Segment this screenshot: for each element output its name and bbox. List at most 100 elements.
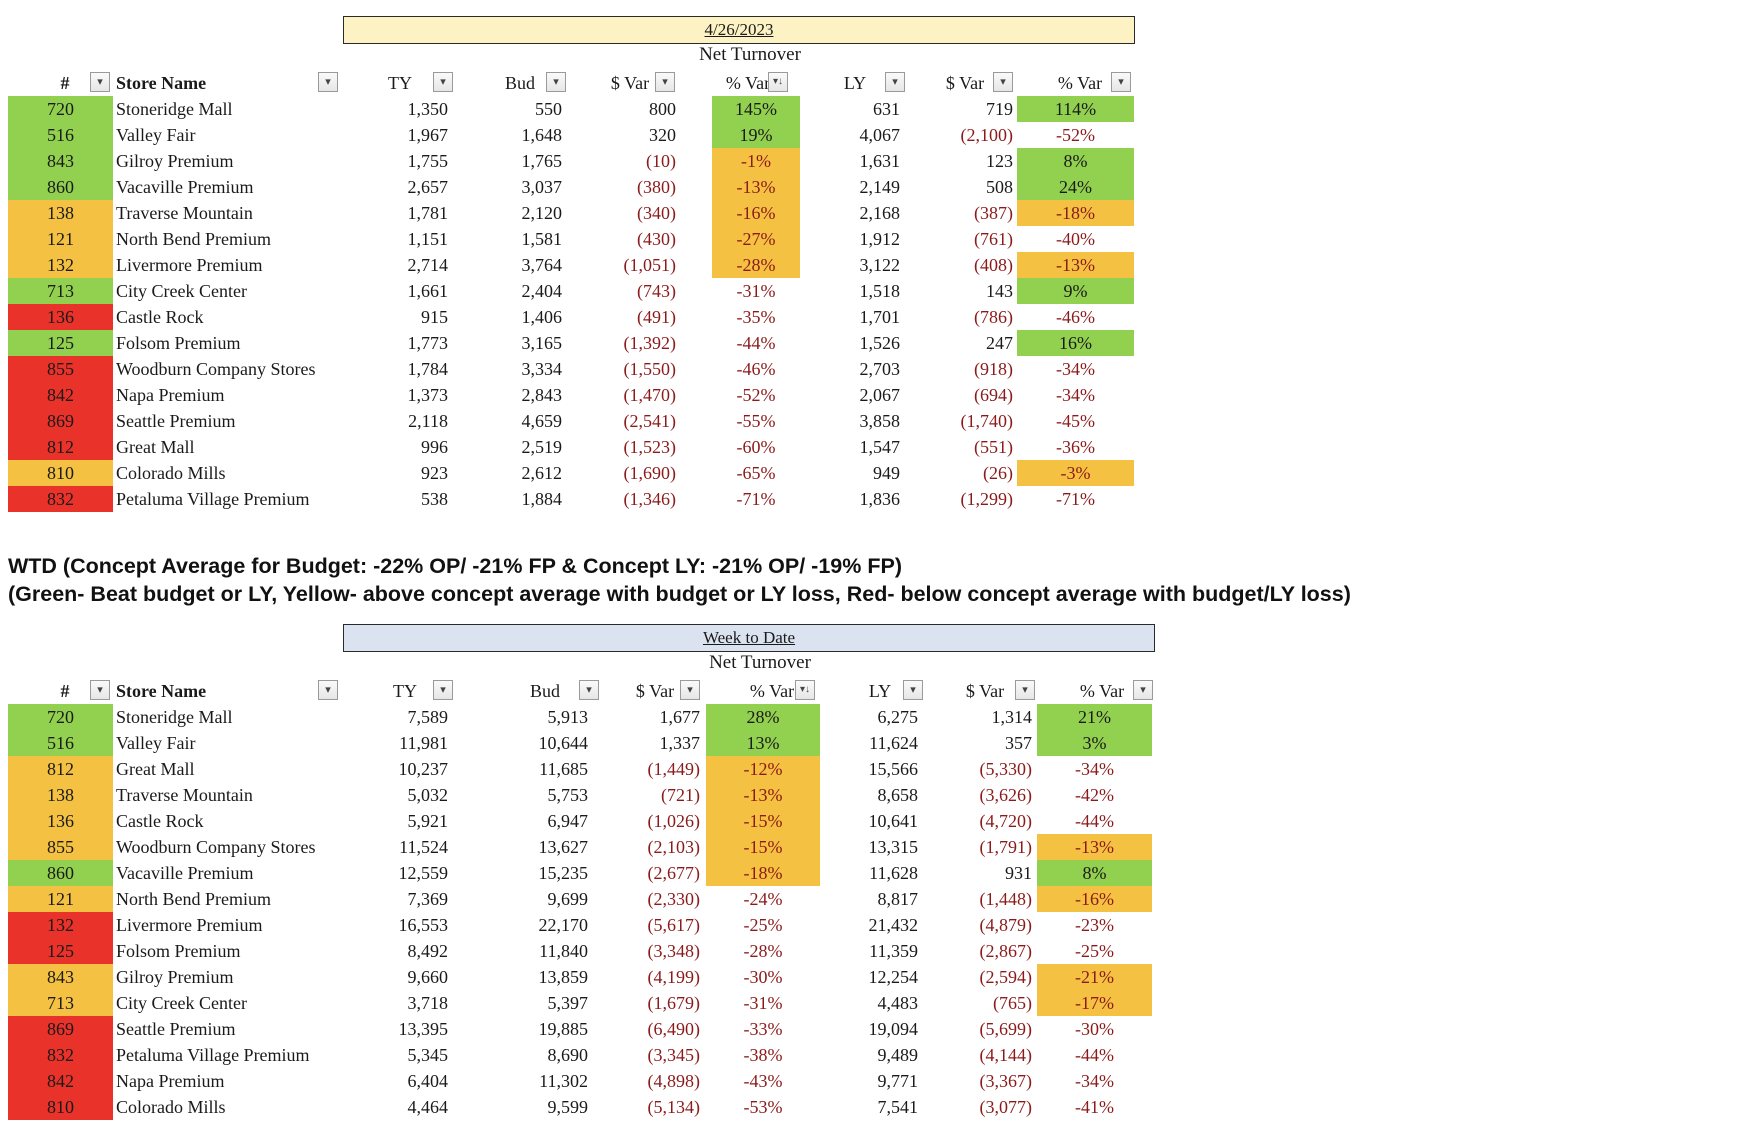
filter-dropdown-icon[interactable]: ▾: [680, 680, 700, 700]
ly-percent-var: -34%: [1056, 359, 1095, 379]
budget-dollar-var: (1,470): [623, 385, 677, 405]
budget-dollar-var: (1,346): [623, 489, 677, 509]
filter-dropdown-icon[interactable]: ▾: [433, 680, 453, 700]
budget-dollar-var: (1,051): [623, 255, 677, 275]
column-header-id: #: [60, 681, 70, 701]
ly-value: 15,566: [868, 759, 919, 779]
filter-dropdown-icon[interactable]: ▾: [546, 72, 566, 92]
budget-dollar-var: 1,337: [659, 733, 701, 753]
store-number: 138: [8, 200, 113, 226]
filter-dropdown-icon[interactable]: ▾: [318, 72, 338, 92]
ly-value: 1,547: [859, 437, 901, 457]
ly-percent-var: -13%: [1017, 252, 1134, 278]
filter-dropdown-icon[interactable]: ▾: [1133, 680, 1153, 700]
budget-percent-var: -38%: [743, 1045, 783, 1065]
ly-value: 7,541: [877, 1097, 919, 1117]
header-row: # Store Name TY Bud $ Var % Var LY $ Var % Var ▾ ▾…: [0, 70, 1160, 96]
ty-value: 5,345: [407, 1045, 449, 1065]
sort-filter-icon[interactable]: ▾↓: [795, 680, 815, 700]
budget-value: 4,659: [521, 411, 563, 431]
table-row: 832 Petaluma Village Premium 538 1,884 (1,34…: [0, 486, 1160, 512]
filter-dropdown-icon[interactable]: ▾: [885, 72, 905, 92]
ly-dollar-var: (1,740): [960, 411, 1014, 431]
filter-dropdown-icon[interactable]: ▾: [1111, 72, 1131, 92]
store-number: 843: [8, 148, 113, 174]
table-row: 832 Petaluma Village Premium 5,345 8,690 (3,…: [0, 1042, 1160, 1068]
store-number: 132: [8, 252, 113, 278]
store-number: 121: [8, 226, 113, 252]
table-row: 516 Valley Fair 1,967 1,648 320 19% 4,067 (2,10…: [0, 122, 1160, 148]
budget-percent-var: 19%: [712, 122, 800, 148]
ty-value: 2,657: [407, 177, 449, 197]
ty-value: 4,464: [407, 1097, 449, 1117]
ty-value: 7,589: [407, 707, 449, 727]
filter-dropdown-icon[interactable]: ▾: [903, 680, 923, 700]
budget-dollar-var: (5,617): [647, 915, 701, 935]
ly-value: 21,432: [868, 915, 919, 935]
budget-dollar-var: (2,677): [647, 863, 701, 883]
store-number: 138: [8, 782, 113, 808]
filter-dropdown-icon[interactable]: ▾: [579, 680, 599, 700]
store-name: Stoneridge Mall: [116, 99, 233, 119]
sort-filter-icon[interactable]: ▾↓: [768, 72, 788, 92]
filter-dropdown-icon[interactable]: ▾: [90, 680, 110, 700]
ty-value: 3,718: [407, 993, 449, 1013]
ly-percent-var: -34%: [1075, 1071, 1114, 1091]
ly-percent-var: -17%: [1037, 990, 1152, 1016]
ly-dollar-var: (918): [974, 359, 1013, 379]
budget-dollar-var: (1,690): [623, 463, 677, 483]
budget-percent-var: -71%: [736, 489, 776, 509]
budget-percent-var: -15%: [706, 834, 820, 860]
ty-value: 915: [421, 307, 448, 327]
ly-dollar-var: (3,367): [979, 1071, 1033, 1091]
store-name: North Bend Premium: [116, 889, 271, 909]
budget-percent-var: -1%: [712, 148, 800, 174]
store-name: Great Mall: [116, 437, 195, 457]
budget-dollar-var: (1,679): [647, 993, 701, 1013]
column-header-lysvar: $ Var: [965, 681, 1005, 701]
store-number: 869: [8, 408, 113, 434]
budget-dollar-var: (380): [637, 177, 676, 197]
filter-dropdown-icon[interactable]: ▾: [655, 72, 675, 92]
column-header-svar: $ Var: [635, 681, 675, 701]
store-number: 136: [8, 304, 113, 330]
budget-dollar-var: (1,392): [623, 333, 677, 353]
filter-dropdown-icon[interactable]: ▾: [993, 72, 1013, 92]
filter-dropdown-icon[interactable]: ▾: [1015, 680, 1035, 700]
store-number: 855: [8, 834, 113, 860]
budget-value: 22,170: [538, 915, 589, 935]
budget-value: 11,840: [539, 941, 588, 961]
ly-dollar-var: (761): [974, 229, 1013, 249]
filter-dropdown-icon[interactable]: ▾: [318, 680, 338, 700]
budget-percent-var: -46%: [736, 359, 776, 379]
budget-value: 3,165: [521, 333, 563, 353]
budget-percent-var: 145%: [712, 96, 800, 122]
column-header-name: Store Name: [116, 681, 207, 701]
ly-dollar-var: (5,699): [979, 1019, 1033, 1039]
store-number: 842: [8, 382, 113, 408]
store-number: 713: [8, 278, 113, 304]
ly-value: 11,624: [869, 733, 918, 753]
budget-dollar-var: (743): [637, 281, 676, 301]
budget-value: 15,235: [538, 863, 589, 883]
store-number: 810: [8, 1094, 113, 1120]
ty-value: 1,661: [407, 281, 449, 301]
ly-dollar-var: 719: [986, 99, 1013, 119]
budget-dollar-var: (4,898): [647, 1071, 701, 1091]
budget-dollar-var: (1,026): [647, 811, 701, 831]
ty-value: 2,118: [408, 411, 448, 431]
ly-dollar-var: 1,314: [991, 707, 1033, 727]
ly-value: 1,912: [859, 229, 901, 249]
ty-value: 10,237: [398, 759, 449, 779]
filter-dropdown-icon[interactable]: ▾: [433, 72, 453, 92]
budget-value: 1,648: [521, 125, 563, 145]
ly-percent-var: 16%: [1017, 330, 1134, 356]
store-name: Folsom Premium: [116, 941, 241, 961]
ly-percent-var: -36%: [1056, 437, 1095, 457]
table-subtitle: Net Turnover: [699, 44, 801, 65]
store-name: Castle Rock: [116, 307, 204, 327]
ly-percent-var: -21%: [1037, 964, 1152, 990]
ly-value: 631: [873, 99, 900, 119]
filter-dropdown-icon[interactable]: ▾: [90, 72, 110, 92]
budget-percent-var: -55%: [736, 411, 776, 431]
